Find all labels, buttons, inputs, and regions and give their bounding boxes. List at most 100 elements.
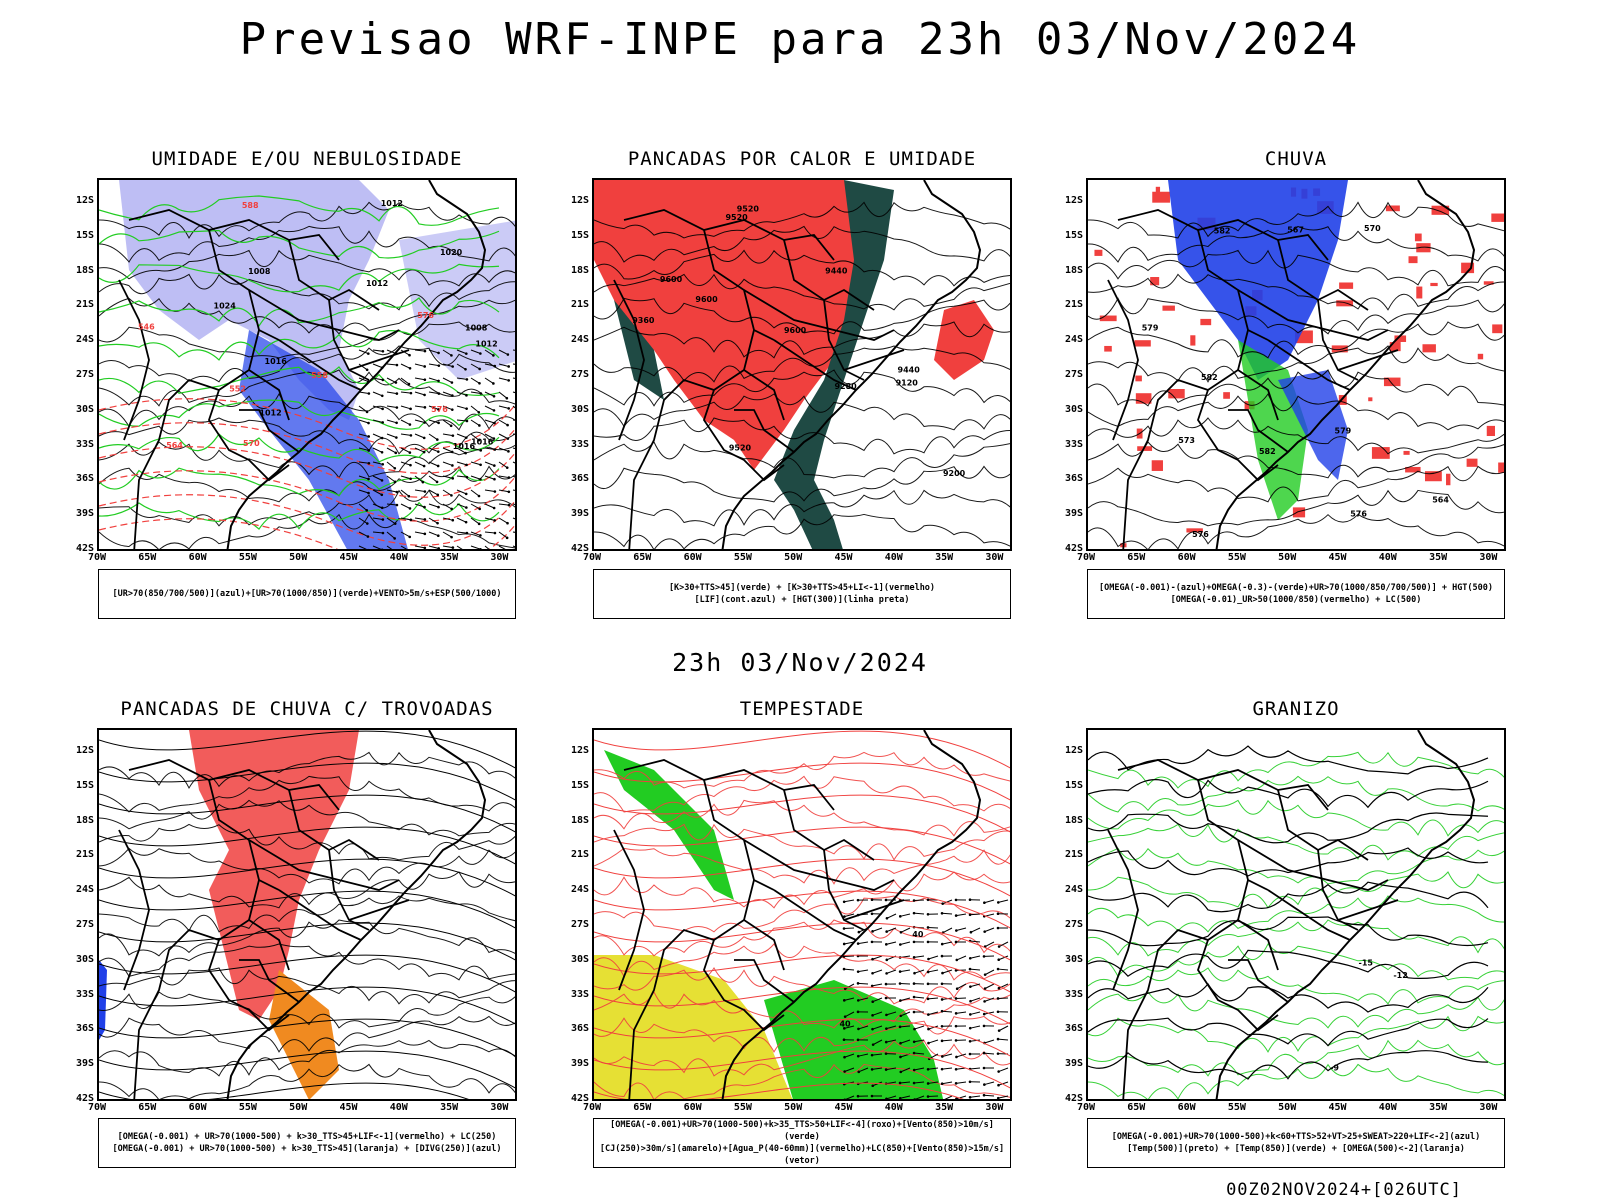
latitude-label: 42S (570, 1093, 589, 1104)
latitude-label: 12S (75, 745, 94, 756)
contour-label: 546 (138, 322, 155, 331)
legend-line: [K>30+TTS>45](verde) + [K>30+TTS>45+LI<-… (668, 583, 936, 593)
legend-line: [LIF](cont.azul) + [HGT(300)](linha pret… (694, 595, 910, 605)
longitude-label: 30W (985, 552, 1004, 563)
latitude-label: 30S (570, 953, 589, 965)
longitude-label: 70W (87, 1102, 107, 1113)
latitude-label: 12S (1064, 195, 1083, 206)
latitude-label: 12S (75, 195, 94, 206)
legend-box-5: [OMEGA(-0.001)+UR>70(1000-500)+k>35_TTS>… (593, 1118, 1011, 1168)
run-timestamp: 00Z02NOV2024+[026UTC] (1226, 1180, 1462, 1200)
contour-label: 9280 (834, 382, 857, 391)
longitude-label: 30W (490, 1102, 509, 1113)
latitude-label: 15S (75, 229, 94, 241)
contour-label: 1016 (265, 357, 288, 366)
latitude-label: 33S (1064, 988, 1083, 1000)
latitude-label: 27S (570, 369, 589, 380)
contour-label: 570 (1364, 224, 1381, 233)
latitude-label: 42S (1064, 543, 1083, 554)
longitude-label: 65W (138, 552, 157, 563)
latitude-label: 27S (1064, 919, 1083, 930)
contour-label: 9600 (660, 275, 683, 284)
latitude-label: 24S (1064, 884, 1083, 896)
latitude-label: 33S (570, 988, 589, 1000)
legend-line: [OMEGA(-0.001) + UR>70(1000-500) + k>30_… (112, 1144, 502, 1154)
longitude-label: 45W (339, 1102, 358, 1113)
latitude-label: 39S (75, 1058, 94, 1070)
contour-label: 9200 (943, 469, 966, 478)
latitude-label: 36S (75, 473, 94, 485)
latitude-label: 21S (75, 299, 94, 311)
legend-line: [CJ(250)>30m/s](amarelo)+[Agua_P(40-60mm… (599, 1144, 1005, 1166)
contour-label: 40 (839, 1020, 851, 1029)
latitude-label: 30S (1064, 403, 1083, 415)
longitude-label: 35W (1429, 1102, 1448, 1113)
latitude-label: 36S (1064, 1023, 1083, 1035)
longitude-label: 50W (784, 552, 803, 563)
latitude-label: 39S (570, 1058, 589, 1070)
latitude-label: 15S (75, 779, 94, 791)
legend-box-1: [UR>70(850/700/500)](azul)+[UR>70(1000/8… (98, 569, 516, 619)
contour-label: 1016 (453, 442, 476, 451)
forecast-map-1: 1008 1008 1012 1012 1016 1016 1012 1012 1016 1020… (97, 178, 517, 551)
legend-box-3: [OMEGA(-0.001)-(azul)+OMEGA(-0.3)-(verde… (1087, 569, 1505, 619)
latitude-label: 27S (570, 919, 589, 930)
forecast-map-3: 579 582 582 579 576 573 570 567 564 576 582 (1086, 178, 1506, 551)
legend-line: [OMEGA(-0.001)-(azul)+OMEGA(-0.3)-(verde… (1098, 583, 1494, 593)
latitude-label: 12S (570, 195, 589, 206)
longitude-label: 35W (440, 552, 459, 563)
latitude-label: 15S (1064, 229, 1083, 241)
latitude-label: 36S (570, 473, 589, 485)
forecast-time-subtitle: 23h 03/Nov/2024 (672, 648, 928, 677)
latitude-label: 33S (75, 988, 94, 1000)
latitude-label: 42S (75, 1093, 94, 1104)
contour-label: 9120 (896, 379, 919, 388)
longitude-label: 30W (490, 552, 509, 563)
latitude-label: 24S (570, 884, 589, 896)
longitude-label: 50W (1278, 1102, 1297, 1113)
panel-title-3: CHUVA (1264, 148, 1328, 170)
longitude-label: 60W (1177, 552, 1196, 563)
longitude-label: 35W (935, 552, 954, 563)
contour-label: 1020 (440, 248, 463, 257)
contour-label: 1024 (214, 302, 237, 311)
contour-label: 564 (1432, 496, 1449, 505)
latitude-label: 42S (1064, 1093, 1083, 1104)
contour-label: 582 (1201, 373, 1218, 382)
longitude-label: 40W (1378, 1102, 1397, 1113)
panel-title-4: PANCADAS DE CHUVA C/ TROVOADAS (120, 698, 494, 720)
latitude-label: 21S (1064, 299, 1083, 311)
legend-line: [Temp(500)](preto) + [Temp(850)](verde) … (1127, 1144, 1465, 1154)
contour-label: 9600 (695, 295, 718, 304)
latitude-label: 18S (75, 814, 94, 826)
latitude-label: 15S (570, 229, 589, 241)
longitude-label: 45W (1328, 552, 1347, 563)
forecast-map-4 (97, 728, 517, 1101)
latitude-label: 18S (570, 264, 589, 276)
contour-label: 1008 (248, 267, 271, 276)
map-graphic-1: 1008100810121012101610161012101210161020… (99, 180, 515, 549)
latitude-label: 18S (75, 264, 94, 276)
longitude-label: 65W (633, 552, 652, 563)
contour-label: 9360 (632, 316, 655, 325)
longitude-label: 55W (238, 1102, 257, 1113)
contour-label: 1012 (259, 409, 281, 418)
longitude-label: 45W (1328, 1102, 1347, 1113)
contour-label: 558 (311, 371, 328, 380)
longitude-label: 40W (389, 552, 408, 563)
latitude-label: 24S (75, 884, 94, 896)
latitude-label: 33S (75, 438, 94, 450)
contour-label: 1008 (465, 324, 488, 333)
latitude-label: 30S (570, 403, 589, 415)
latitude-label: 30S (75, 403, 94, 415)
longitude-label: 60W (188, 552, 207, 563)
longitude-label: 40W (884, 552, 903, 563)
longitude-label: 70W (582, 1102, 602, 1113)
latitude-label: 18S (1064, 814, 1083, 826)
legend-box-4: [OMEGA(-0.001) + UR>70(1000-500) + k>30_… (98, 1118, 516, 1168)
latitude-label: 15S (1064, 779, 1083, 791)
legend-box-2: [K>30+TTS>45](verde) + [K>30+TTS>45+LI<-… (593, 569, 1011, 619)
latitude-label: 36S (570, 1023, 589, 1035)
panel-title-6: GRANIZO (1252, 698, 1340, 720)
longitude-label: 65W (1127, 1102, 1146, 1113)
